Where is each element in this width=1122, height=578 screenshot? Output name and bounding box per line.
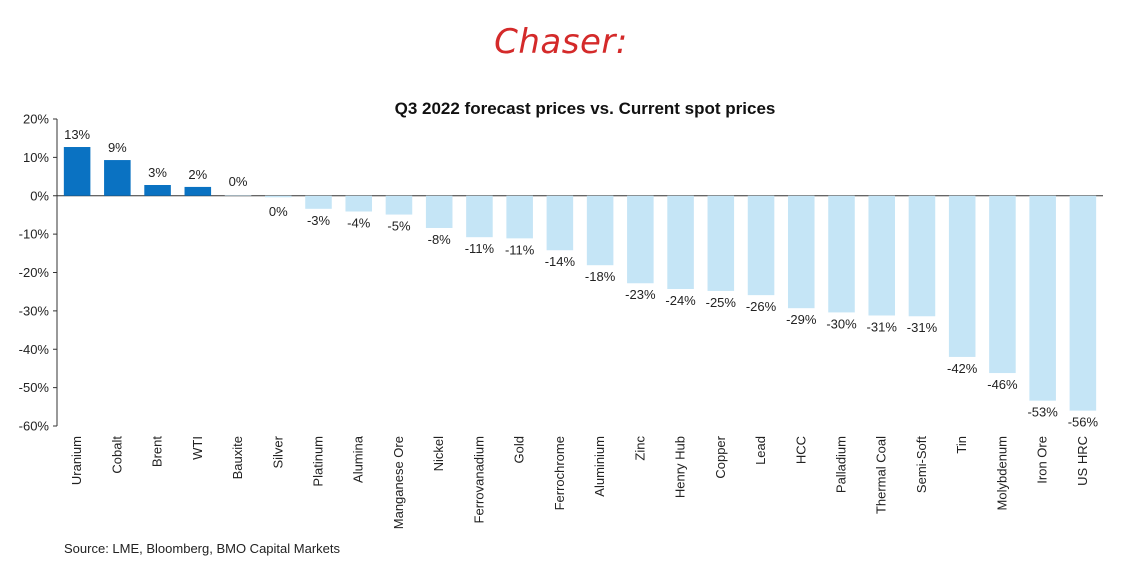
category-label: Semi-Soft xyxy=(914,436,929,493)
bar xyxy=(466,195,493,238)
category-label: Uranium xyxy=(69,436,84,485)
data-label: -11% xyxy=(505,242,535,257)
y-tick-label: 0% xyxy=(30,188,49,203)
y-tick-label: -50% xyxy=(19,380,50,395)
source-note: Source: LME, Bloomberg, BMO Capital Mark… xyxy=(64,541,340,556)
category-label: Cobalt xyxy=(109,436,124,474)
bar xyxy=(989,195,1016,374)
chart-title: Q3 2022 forecast prices vs. Current spot… xyxy=(394,99,776,118)
data-label: -24% xyxy=(665,293,696,308)
bar xyxy=(63,147,91,196)
category-label: Gold xyxy=(512,436,527,463)
bar xyxy=(948,195,976,357)
bar xyxy=(787,195,815,309)
bars xyxy=(63,147,1097,411)
category-label: Platinum xyxy=(311,436,326,487)
category-label: Zinc xyxy=(632,436,647,461)
bar xyxy=(627,195,654,284)
category-label: HCC xyxy=(793,436,808,464)
y-tick-label: -20% xyxy=(19,265,50,280)
data-label: -46% xyxy=(987,377,1018,392)
bar xyxy=(345,195,373,212)
category-label: Henry Hub xyxy=(673,436,688,498)
data-label: 2% xyxy=(188,167,207,182)
category-label: Molybdenum xyxy=(994,436,1009,510)
data-label: -4% xyxy=(347,215,371,230)
bar xyxy=(104,160,131,196)
category-label: Brent xyxy=(150,436,165,467)
data-label: 13% xyxy=(64,127,90,142)
y-tick-label: -10% xyxy=(19,227,50,242)
category-label: Copper xyxy=(713,435,728,478)
category-label: Thermal Coal xyxy=(874,436,889,514)
data-labels: 13% 9% 3% 2% 0% 0% -3% -4% -5% -8% -11% -11% -14% -18… xyxy=(64,127,1098,430)
data-label: -26% xyxy=(746,299,777,314)
data-label: -3% xyxy=(307,213,331,228)
data-label: -14% xyxy=(545,254,576,269)
category-label: Ferrovanadium xyxy=(471,436,486,523)
bar xyxy=(506,195,533,239)
y-tick-label: -30% xyxy=(19,303,50,318)
category-label: Alumina xyxy=(351,435,366,483)
x-axis-labels: Uranium Cobalt Brent WTI Bauxite Silver Platin… xyxy=(69,435,1090,529)
bar xyxy=(385,195,413,215)
y-tick-label: 20% xyxy=(23,112,49,127)
category-label: Ferrochrome xyxy=(552,436,567,510)
data-label: -42% xyxy=(947,361,978,376)
data-label: -56% xyxy=(1068,415,1099,430)
data-label: -8% xyxy=(428,232,452,247)
data-label: 3% xyxy=(148,165,167,180)
category-label: WTI xyxy=(190,436,205,460)
data-label: 0% xyxy=(269,204,288,219)
data-label: -29% xyxy=(786,312,817,327)
bar xyxy=(667,195,694,290)
bar xyxy=(264,195,292,198)
bar xyxy=(1069,195,1097,411)
bar xyxy=(305,195,332,209)
data-label: -5% xyxy=(387,219,411,234)
y-tick-label: 10% xyxy=(23,150,49,165)
bar xyxy=(425,195,453,228)
category-label: Aluminium xyxy=(592,436,607,497)
category-label: Tin xyxy=(954,436,969,454)
bar xyxy=(747,195,775,296)
data-label: -31% xyxy=(907,320,938,335)
data-label: -25% xyxy=(706,295,737,310)
data-label: -18% xyxy=(585,269,616,284)
category-label: Nickel xyxy=(431,436,446,472)
data-label: -23% xyxy=(625,287,656,302)
category-label: Palladium xyxy=(834,436,849,493)
y-axis: 20% 10% 0% -10% -20% -30% -40% -50% -60% xyxy=(19,112,1103,434)
bar xyxy=(224,195,252,196)
bar xyxy=(144,185,171,196)
y-tick-label: -40% xyxy=(19,342,50,357)
data-label: -31% xyxy=(867,319,898,334)
category-label: Iron Ore xyxy=(1035,436,1050,484)
data-label: 9% xyxy=(108,140,127,155)
bar xyxy=(868,195,896,316)
category-label: Manganese Ore xyxy=(391,436,406,529)
bar xyxy=(184,186,212,196)
y-tick-label: -60% xyxy=(19,419,50,434)
page-heading: Chaser: xyxy=(494,22,628,62)
data-label: -30% xyxy=(826,316,857,331)
data-label: 0% xyxy=(229,174,248,189)
category-label: Silver xyxy=(270,435,285,468)
bar xyxy=(1029,195,1056,401)
bar xyxy=(707,195,735,291)
data-label: -11% xyxy=(465,241,495,256)
bar xyxy=(828,195,855,313)
category-label: Lead xyxy=(753,436,768,465)
category-label: Bauxite xyxy=(230,436,245,479)
category-label: US HRC xyxy=(1075,436,1090,486)
bar xyxy=(546,195,574,251)
bar xyxy=(586,195,614,266)
bar xyxy=(908,195,936,317)
data-label: -53% xyxy=(1027,405,1058,420)
